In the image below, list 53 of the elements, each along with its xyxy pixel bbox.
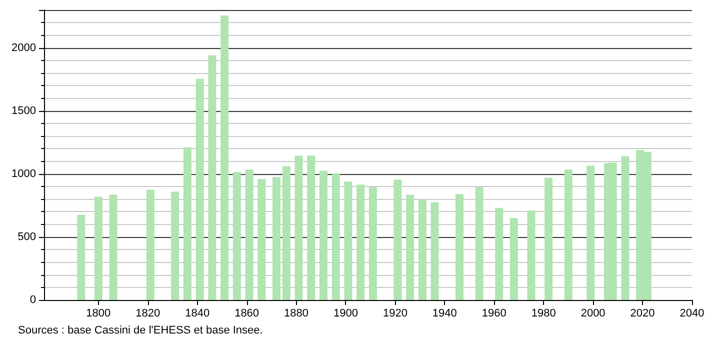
source-note: Sources : base Cassini de l'EHESS et base Insee.	[18, 324, 263, 336]
bar	[368, 187, 377, 300]
x-tick-label: 1800	[86, 308, 111, 320]
bar	[109, 194, 118, 300]
bar	[319, 170, 328, 300]
bar	[171, 192, 180, 300]
bar	[564, 170, 572, 300]
x-tick-label: 2040	[680, 308, 704, 320]
y-tick-label: 2000	[12, 42, 36, 54]
bar	[586, 166, 595, 300]
bar	[430, 202, 439, 300]
bar	[208, 55, 216, 300]
y-tick-label: 1000	[12, 168, 36, 180]
x-tick-label: 1820	[136, 308, 160, 320]
bar	[527, 210, 536, 300]
bar	[183, 147, 192, 300]
x-tick-label: 1920	[382, 308, 408, 320]
bar	[544, 178, 553, 300]
x-tick-label: 2020	[630, 308, 655, 320]
bar	[282, 166, 290, 300]
bar	[146, 190, 154, 300]
bar	[245, 170, 254, 300]
bar	[456, 194, 464, 300]
bar	[94, 196, 102, 300]
bar	[406, 194, 414, 300]
bar	[475, 187, 484, 300]
bar	[307, 156, 316, 300]
bar	[232, 172, 241, 300]
y-tick-label: 0	[30, 294, 36, 306]
bar	[418, 200, 426, 300]
bar	[621, 156, 630, 300]
bar	[510, 218, 518, 300]
x-tick-label: 1980	[531, 308, 556, 320]
x-tick-label: 1900	[334, 308, 358, 320]
x-tick-label: 1860	[234, 308, 260, 320]
bar	[196, 78, 204, 300]
y-tick-label: 500	[18, 230, 36, 243]
bar	[77, 214, 86, 300]
bar	[272, 177, 280, 300]
bar	[220, 16, 229, 300]
x-tick-label: 1840	[185, 308, 210, 320]
bar	[356, 184, 365, 300]
bar	[394, 180, 402, 300]
x-tick-label: 1960	[482, 308, 506, 320]
bar	[294, 156, 303, 300]
x-tick-label: 2000	[580, 308, 606, 320]
x-tick-label: 1880	[284, 308, 309, 320]
bar	[332, 173, 340, 300]
bar	[495, 208, 504, 300]
x-tick-label: 1940	[432, 308, 457, 320]
y-tick-label: 1500	[12, 104, 36, 117]
bar	[344, 181, 352, 300]
bar	[258, 178, 266, 300]
